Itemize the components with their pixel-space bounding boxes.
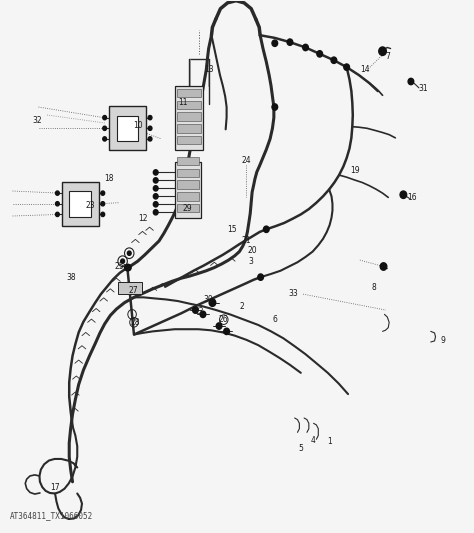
Text: 21: 21 (242, 237, 251, 246)
Circle shape (148, 137, 152, 141)
Circle shape (121, 259, 125, 263)
Text: AT364811_TX1066052: AT364811_TX1066052 (10, 512, 93, 521)
Circle shape (126, 264, 131, 271)
Text: 27: 27 (128, 286, 138, 295)
Bar (62, 182, 99, 225)
Circle shape (264, 226, 269, 232)
Text: 8: 8 (372, 283, 376, 292)
Text: 30: 30 (204, 295, 213, 304)
Text: 6: 6 (273, 315, 277, 324)
Text: 17: 17 (50, 482, 60, 491)
Text: 23: 23 (86, 201, 95, 210)
Text: 10: 10 (133, 121, 143, 130)
Circle shape (272, 40, 278, 46)
Bar (109, 107, 146, 150)
Text: 18: 18 (105, 174, 114, 183)
Circle shape (258, 274, 264, 280)
Circle shape (125, 264, 130, 271)
Text: 9: 9 (440, 336, 445, 345)
Bar (177, 136, 201, 144)
Bar (177, 112, 201, 121)
Bar (70, 191, 91, 216)
Text: 26: 26 (218, 315, 228, 324)
Text: 14: 14 (360, 66, 369, 74)
Text: 11: 11 (178, 98, 187, 107)
Circle shape (272, 104, 278, 110)
Bar (174, 162, 201, 217)
Circle shape (224, 328, 229, 335)
Circle shape (200, 311, 206, 318)
Bar (177, 124, 201, 133)
Bar (176, 168, 199, 177)
Circle shape (101, 212, 105, 216)
Circle shape (101, 201, 105, 206)
Circle shape (154, 201, 158, 207)
Text: 29: 29 (182, 204, 192, 213)
Bar (174, 86, 203, 150)
Circle shape (344, 64, 349, 70)
Circle shape (101, 191, 105, 195)
Circle shape (400, 191, 407, 198)
Circle shape (303, 44, 309, 51)
Circle shape (55, 212, 59, 216)
Text: 5: 5 (298, 444, 303, 453)
Circle shape (128, 251, 131, 255)
Circle shape (209, 299, 216, 306)
Text: 19: 19 (350, 166, 360, 175)
Text: 38: 38 (67, 273, 76, 281)
Circle shape (331, 57, 337, 63)
Bar (118, 282, 142, 294)
Text: 24: 24 (242, 156, 251, 165)
Text: 4: 4 (310, 436, 315, 445)
Circle shape (154, 193, 158, 199)
Text: 7: 7 (386, 52, 391, 61)
Bar (176, 157, 199, 165)
Text: 12: 12 (138, 214, 147, 223)
Circle shape (103, 116, 107, 120)
Text: 33: 33 (289, 288, 299, 297)
Circle shape (379, 47, 386, 55)
Circle shape (148, 116, 152, 120)
Text: 32: 32 (33, 116, 42, 125)
Circle shape (192, 307, 198, 313)
Circle shape (103, 137, 107, 141)
Text: 2: 2 (239, 302, 244, 311)
Text: 28: 28 (131, 318, 140, 327)
Circle shape (154, 185, 158, 191)
Circle shape (408, 78, 414, 85)
Text: 13: 13 (204, 66, 213, 74)
Circle shape (55, 201, 59, 206)
Circle shape (287, 39, 293, 45)
Text: 25: 25 (114, 262, 124, 271)
Text: 16: 16 (407, 193, 417, 202)
Bar (177, 101, 201, 109)
Circle shape (55, 191, 59, 195)
Text: 15: 15 (228, 225, 237, 234)
Text: 22: 22 (194, 307, 204, 316)
Circle shape (216, 323, 222, 329)
Bar (176, 180, 199, 189)
Text: 3: 3 (249, 257, 254, 265)
Text: 1: 1 (327, 438, 331, 447)
Circle shape (154, 209, 158, 215)
Bar (117, 116, 138, 141)
Bar (176, 204, 199, 212)
Circle shape (380, 263, 387, 270)
Circle shape (154, 177, 158, 183)
Text: 20: 20 (247, 246, 257, 255)
Bar (176, 192, 199, 200)
Circle shape (103, 126, 107, 131)
Circle shape (317, 51, 322, 57)
Circle shape (154, 169, 158, 175)
Circle shape (148, 126, 152, 131)
Text: 31: 31 (419, 84, 428, 93)
Bar (177, 89, 201, 98)
